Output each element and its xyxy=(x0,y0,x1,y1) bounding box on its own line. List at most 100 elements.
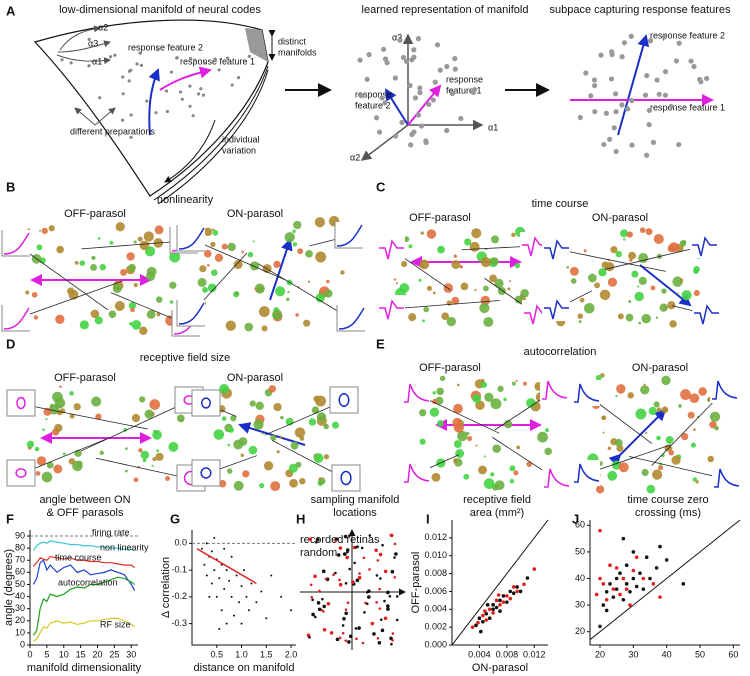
diagonal xyxy=(589,519,741,641)
point xyxy=(361,641,365,645)
point xyxy=(604,590,609,594)
embedding-dot xyxy=(400,260,408,268)
point xyxy=(376,559,380,562)
cell-type: ON-parasol xyxy=(632,362,688,374)
point xyxy=(255,601,258,604)
embedding-dot xyxy=(408,313,417,322)
point xyxy=(434,42,441,48)
embedding-dot xyxy=(36,244,43,251)
legend-label: recorded retinas xyxy=(300,534,380,546)
manifold-layer xyxy=(157,69,269,205)
embedding-dot xyxy=(714,425,719,431)
inset-box xyxy=(329,386,359,414)
embedding-dot xyxy=(168,441,179,452)
point xyxy=(329,631,334,635)
embedding-dot xyxy=(90,309,100,319)
embedding-dot xyxy=(33,315,39,320)
point xyxy=(347,640,351,644)
embedding-dot xyxy=(254,283,265,294)
point xyxy=(344,608,348,611)
embedding-dot xyxy=(678,404,682,408)
embedding-dot xyxy=(252,240,255,243)
point xyxy=(358,572,361,575)
panel-letter: D xyxy=(6,336,15,351)
embedding-dot xyxy=(139,396,146,403)
embedding-dot xyxy=(142,458,147,463)
embedding-dot xyxy=(299,477,306,485)
point xyxy=(69,61,73,65)
embedding-dot xyxy=(423,306,430,313)
panel-letter: C xyxy=(376,179,386,194)
embedding-dot xyxy=(480,257,491,268)
point xyxy=(611,125,617,131)
connector xyxy=(80,400,190,452)
embedding-dot xyxy=(227,242,236,252)
point xyxy=(400,54,407,61)
embedding-dot xyxy=(314,217,326,228)
embedding-dot xyxy=(490,472,495,477)
point xyxy=(210,550,213,553)
embedding-dot xyxy=(453,458,458,463)
inset-curve xyxy=(544,468,570,488)
embedding-dot xyxy=(579,297,585,303)
embedding-dot xyxy=(273,402,282,412)
point xyxy=(601,141,607,148)
point xyxy=(233,614,236,617)
embedding-dot xyxy=(469,241,480,252)
point xyxy=(351,580,355,584)
point xyxy=(380,628,385,633)
point xyxy=(205,574,208,577)
panel-title: autocorrelation xyxy=(524,346,597,358)
embedding-dot xyxy=(249,261,260,271)
embedding-dot xyxy=(509,280,512,283)
line xyxy=(32,555,135,569)
point xyxy=(505,594,509,598)
inset-curve xyxy=(340,470,352,486)
point xyxy=(629,97,635,104)
point xyxy=(601,603,606,607)
y-tick-label: 0.004 xyxy=(424,604,447,614)
embedding-dot xyxy=(219,383,229,394)
point xyxy=(178,90,183,94)
label: different preparations xyxy=(70,126,155,136)
embedding-dot xyxy=(671,455,681,465)
point xyxy=(656,91,662,97)
embedding-dot xyxy=(295,313,299,317)
connector xyxy=(390,300,500,310)
embedding-dot xyxy=(601,415,607,421)
embedding-dot xyxy=(34,446,40,452)
point xyxy=(608,76,615,82)
embedding-dot xyxy=(615,250,622,258)
point xyxy=(334,571,337,575)
point xyxy=(621,576,626,581)
arrow xyxy=(269,238,293,301)
cell-type: OFF-parasol xyxy=(54,372,116,384)
arrow xyxy=(617,34,650,136)
embedding-dot xyxy=(270,481,281,492)
embedding-dot xyxy=(451,296,460,305)
point xyxy=(243,569,245,572)
embedding-dot xyxy=(655,316,659,319)
point xyxy=(505,600,509,604)
point xyxy=(360,546,364,550)
legend-label: time course xyxy=(55,552,102,562)
y-tick-label: 0.006 xyxy=(424,586,447,596)
inset-curve xyxy=(338,392,350,408)
embedding-dot xyxy=(48,225,55,232)
embedding-dot xyxy=(509,478,515,484)
embedding-dot xyxy=(584,302,595,314)
point xyxy=(127,79,131,83)
label: feature 2 xyxy=(355,100,391,110)
point xyxy=(342,552,347,556)
point xyxy=(308,537,313,542)
point xyxy=(345,555,349,560)
embedding-dot xyxy=(625,313,634,322)
y-axis-label: Δ correlation xyxy=(160,557,172,618)
inset-curve xyxy=(178,302,205,325)
embedding-dot xyxy=(233,260,243,270)
embedding-dot xyxy=(261,432,264,435)
point xyxy=(511,591,516,596)
legend-label: non linearity xyxy=(100,542,149,552)
y-tick-label: 30 xyxy=(575,599,585,609)
x-tick-label: 1.5 xyxy=(260,649,273,659)
